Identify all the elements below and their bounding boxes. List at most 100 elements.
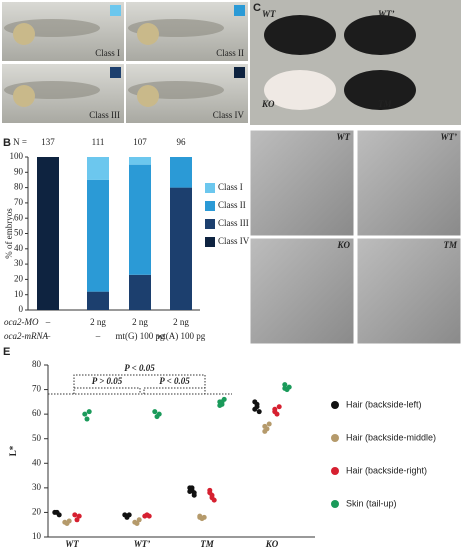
y-tick-label: 70 bbox=[14, 197, 24, 207]
legend-swatch bbox=[205, 237, 215, 247]
y-tick-label: 90 bbox=[14, 166, 24, 176]
row-cell: – bbox=[45, 317, 51, 327]
dot bbox=[276, 404, 282, 410]
dot bbox=[72, 512, 78, 518]
y-axis-label: % of embryos bbox=[4, 208, 14, 259]
bar-segment bbox=[129, 164, 151, 275]
x-tick-label: KO bbox=[265, 539, 279, 549]
row-cell: wt(A) 100 pg bbox=[157, 331, 206, 341]
y-tick-label: 10 bbox=[14, 289, 24, 299]
legend-label: Class III bbox=[218, 218, 249, 228]
mouse-label: WT’ bbox=[378, 9, 395, 19]
class-label: Class III bbox=[89, 110, 120, 120]
mouse-label: KO bbox=[261, 99, 275, 109]
em-label: WT’ bbox=[441, 132, 458, 142]
x-tick-label: WT’ bbox=[134, 539, 151, 549]
dot bbox=[86, 409, 92, 415]
dot bbox=[254, 401, 260, 407]
dot bbox=[189, 485, 195, 491]
dot bbox=[217, 403, 223, 409]
y-axis-label: L* bbox=[8, 445, 18, 456]
y-tick-label: 80 bbox=[32, 359, 42, 369]
bracket bbox=[73, 387, 141, 394]
bar-segment bbox=[170, 187, 192, 310]
mouse-label: WT bbox=[262, 9, 276, 19]
legend-label: Class II bbox=[218, 200, 246, 210]
legend-dot bbox=[331, 467, 339, 475]
dot bbox=[282, 382, 288, 388]
class-label: Class I bbox=[95, 48, 120, 58]
legend-dot bbox=[331, 500, 339, 508]
y-tick-label: 100 bbox=[10, 151, 24, 161]
dot bbox=[187, 489, 193, 495]
row-cell: 2 ng bbox=[173, 317, 189, 327]
y-tick-label: 50 bbox=[14, 228, 24, 238]
dot bbox=[197, 513, 203, 519]
p-value: P < 0.05 bbox=[124, 363, 155, 373]
bar-segment bbox=[87, 179, 109, 292]
em-image bbox=[356, 237, 461, 345]
legend-label: Hair (backside-middle) bbox=[346, 432, 436, 442]
y-tick-label: 60 bbox=[32, 408, 42, 418]
bar-segment bbox=[37, 157, 59, 310]
em-image bbox=[249, 237, 355, 345]
dot bbox=[201, 514, 207, 520]
legend-dot bbox=[331, 434, 339, 442]
legend-label: Class IV bbox=[218, 236, 250, 246]
y-tick-label: 30 bbox=[14, 258, 24, 268]
x-tick-label: WT bbox=[65, 539, 79, 549]
y-tick-label: 0 bbox=[19, 304, 24, 314]
mouse bbox=[264, 15, 336, 55]
dot bbox=[207, 490, 213, 496]
class-swatch bbox=[110, 5, 121, 16]
y-tick-label: 10 bbox=[32, 531, 42, 541]
y-tick-label: 20 bbox=[14, 273, 24, 283]
dot bbox=[266, 421, 272, 427]
row-cell: mt(G) 100 pg bbox=[116, 331, 165, 341]
legend-label: Hair (backside-left) bbox=[346, 399, 422, 409]
panel-c: CWT WT’ KO TM bbox=[250, 0, 461, 125]
bar-segment bbox=[170, 157, 192, 188]
row-label: oca2-MO bbox=[4, 317, 39, 327]
legend-dot bbox=[331, 401, 339, 409]
dot bbox=[282, 385, 288, 391]
row-cell: 2 ng bbox=[90, 317, 106, 327]
em-label: WT bbox=[337, 132, 351, 142]
dot bbox=[76, 513, 82, 519]
p-value: P < 0.05 bbox=[159, 376, 190, 386]
fish-yolk bbox=[137, 85, 159, 107]
dot bbox=[191, 492, 197, 498]
bar-segment bbox=[129, 157, 151, 165]
class-swatch bbox=[110, 67, 121, 78]
fish-yolk bbox=[13, 23, 35, 45]
bar-segment bbox=[129, 274, 151, 310]
n-label: N = bbox=[13, 137, 27, 147]
em-label: KO bbox=[336, 240, 350, 250]
row-cell: – bbox=[45, 331, 51, 341]
mouse-label: TM bbox=[378, 99, 392, 109]
bar-segment bbox=[87, 291, 109, 310]
y-tick-label: 20 bbox=[32, 506, 42, 516]
dot bbox=[219, 399, 225, 405]
em-image bbox=[249, 129, 355, 237]
row-label: oca2-mRNA bbox=[4, 331, 48, 341]
panel-label: E bbox=[3, 346, 10, 358]
y-tick-label: 40 bbox=[32, 457, 42, 467]
bracket bbox=[143, 387, 206, 394]
y-tick-label: 40 bbox=[14, 243, 24, 253]
class-label: Class II bbox=[216, 48, 244, 58]
class-swatch bbox=[234, 5, 245, 16]
y-tick-label: 50 bbox=[32, 433, 42, 443]
dot bbox=[262, 428, 268, 434]
y-tick-label: 60 bbox=[14, 212, 24, 222]
dot bbox=[56, 512, 62, 518]
dot bbox=[156, 411, 162, 417]
row-cell: – bbox=[95, 331, 101, 341]
em-label: TM bbox=[444, 240, 458, 250]
mouse bbox=[344, 15, 416, 55]
dot bbox=[256, 409, 262, 415]
dot bbox=[146, 513, 152, 519]
